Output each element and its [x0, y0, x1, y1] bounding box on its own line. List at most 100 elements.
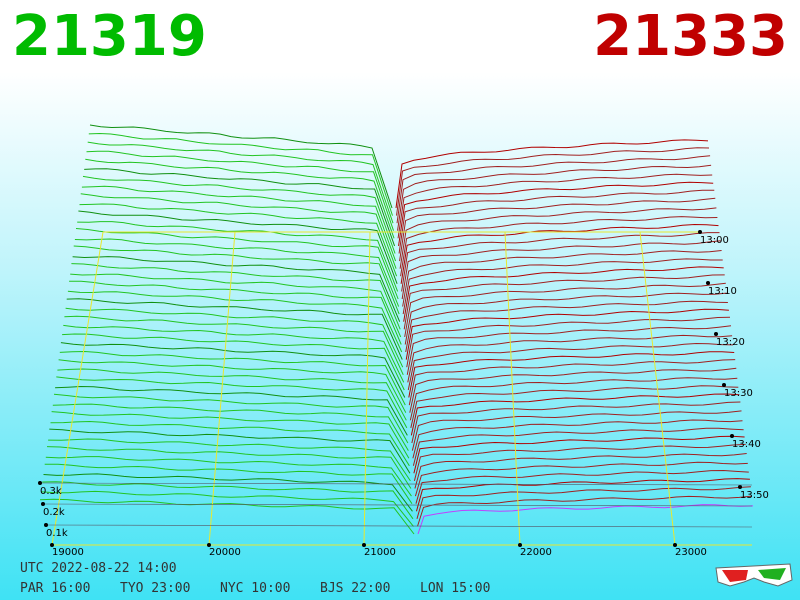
ask-curve — [409, 377, 738, 421]
ask-curve — [396, 155, 711, 224]
time-label: 13:00 — [700, 235, 729, 246]
tick-dot — [518, 543, 522, 547]
ask-curve — [402, 258, 723, 315]
bid-curve — [72, 256, 401, 322]
ask-curve — [404, 292, 727, 345]
ask-curve — [415, 469, 749, 504]
depth-line — [45, 524, 753, 528]
ask-curve — [411, 410, 742, 451]
bid-curve — [44, 463, 413, 504]
tick-dot — [730, 434, 734, 438]
bid-curve — [51, 411, 410, 459]
ask-curve — [412, 419, 743, 459]
bid-curve — [63, 324, 405, 383]
ask-curve — [397, 173, 713, 239]
grid-line — [208, 231, 236, 546]
price-label: 23000 — [675, 547, 707, 558]
city-time: LON 15:00 — [420, 581, 490, 596]
ask-curve — [406, 325, 732, 375]
ask-curve — [400, 216, 718, 277]
tick-dot — [714, 332, 718, 336]
ask-curve — [416, 486, 751, 519]
ask-curve — [407, 334, 733, 383]
grid-frame — [51, 231, 752, 546]
ask-curve — [406, 316, 731, 368]
bid-curve — [85, 158, 395, 239]
bid-curve — [64, 315, 404, 376]
tick-dot — [698, 230, 702, 234]
ask-curve — [409, 367, 737, 413]
ask-curve — [405, 308, 729, 360]
bid-curve — [82, 175, 396, 254]
depth-line — [42, 503, 753, 507]
bid-curve — [70, 273, 402, 338]
ask-curve — [398, 181, 714, 246]
bid-curve — [89, 124, 393, 209]
ask-curve — [408, 351, 735, 398]
time-label: 13:40 — [732, 439, 761, 450]
time-label: 13:20 — [716, 337, 745, 348]
bid-curve — [73, 245, 400, 315]
ask-curve — [415, 478, 750, 512]
price-label: 20000 — [209, 547, 241, 558]
grid-line — [639, 231, 676, 546]
ask-curve — [398, 189, 715, 254]
bid-curve — [67, 290, 403, 353]
ask-curve — [399, 197, 716, 262]
tick-dot — [38, 481, 42, 485]
ask-curve — [396, 147, 710, 216]
bid-curve — [84, 168, 396, 247]
bid-curve — [58, 359, 407, 413]
bid-curve — [66, 298, 403, 360]
ask-curve — [414, 461, 748, 497]
price-label: 22000 — [520, 547, 552, 558]
ask-curve — [414, 453, 747, 489]
depth-label: 0.1k — [46, 528, 68, 539]
ask-curve — [403, 266, 724, 322]
bid-curve — [71, 263, 401, 330]
bid-curve — [43, 473, 413, 512]
depth-curves — [39, 124, 754, 535]
ask-curve — [413, 435, 745, 474]
ask-curve — [404, 282, 726, 337]
ask-curve — [397, 164, 712, 231]
bid-curve — [78, 210, 398, 284]
bid-curve — [87, 141, 394, 224]
tick-dot — [722, 383, 726, 387]
bid-curve — [39, 498, 415, 535]
bid-curve — [69, 280, 402, 345]
utc-time: UTC 2022-08-22 14:00 — [20, 561, 177, 576]
bid-curve — [80, 193, 397, 269]
bid-curve — [46, 446, 412, 489]
ask-curve — [417, 495, 753, 527]
ask-price: 21333 — [593, 4, 788, 69]
time-label: 13:30 — [724, 388, 753, 399]
ask-curve — [401, 232, 720, 292]
bid-curve — [77, 221, 399, 292]
depth-line — [39, 482, 753, 486]
ask-curve — [412, 427, 744, 466]
bid-curve — [81, 185, 397, 262]
bid-curve — [48, 438, 411, 482]
glasses-icon[interactable] — [715, 563, 793, 587]
bid-curve — [79, 203, 398, 277]
tick-dot — [362, 543, 366, 547]
bid-curve — [41, 490, 414, 527]
tick-dot — [738, 485, 742, 489]
ask-curve — [410, 393, 740, 436]
bid-curve — [57, 368, 407, 421]
bid-curve — [55, 385, 408, 436]
ask-curve — [417, 504, 754, 535]
grid-line — [504, 231, 521, 546]
ask-curve — [413, 443, 746, 482]
city-time: TYO 23:00 — [120, 581, 190, 596]
axis-labels: 19000 20000 21000 22000 23000 13:00 13:10 13:20… — [38, 230, 769, 558]
ask-curve — [403, 274, 725, 330]
tick-dot — [50, 543, 54, 547]
ask-curve — [405, 300, 728, 353]
bid-price: 21319 — [12, 4, 207, 69]
tick-dot — [706, 281, 710, 285]
tick-dot — [207, 543, 211, 547]
bid-curve — [65, 307, 404, 368]
ask-curve — [395, 139, 709, 209]
